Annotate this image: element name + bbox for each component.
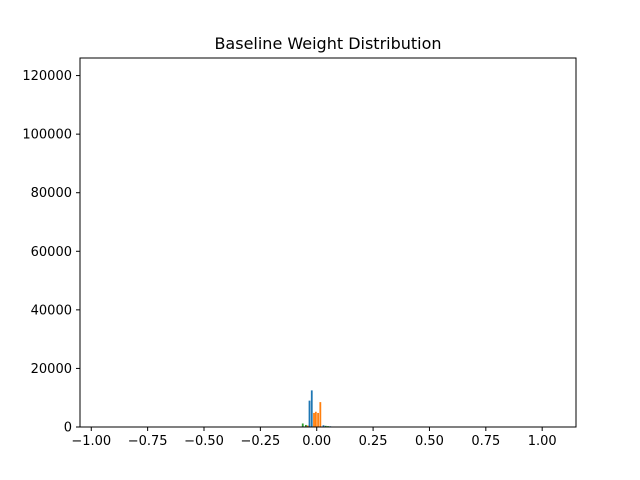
histogram-bar bbox=[324, 425, 327, 427]
x-tick-label: 0.00 bbox=[302, 434, 331, 449]
histogram-bar bbox=[322, 425, 325, 427]
histogram-bar bbox=[301, 423, 304, 427]
histogram-bar bbox=[305, 424, 307, 427]
histogram-bar bbox=[314, 411, 317, 427]
y-tick-label: 100000 bbox=[22, 128, 72, 143]
y-tick-label: 0 bbox=[64, 421, 72, 436]
x-tick-label: 0.75 bbox=[471, 434, 500, 449]
histogram-bar bbox=[319, 402, 322, 427]
bars-group bbox=[301, 390, 332, 427]
histogram-bar bbox=[308, 400, 311, 427]
y-tick-label: 80000 bbox=[31, 186, 72, 201]
x-tick-label: 1.00 bbox=[528, 434, 557, 449]
y-tick-label: 20000 bbox=[31, 362, 72, 377]
histogram-bar bbox=[306, 425, 309, 427]
histogram-bar bbox=[310, 390, 313, 427]
x-tick-label: −0.25 bbox=[240, 434, 280, 449]
chart-title: Baseline Weight Distribution bbox=[214, 34, 441, 53]
histogram-bar bbox=[313, 412, 315, 427]
x-axis: −1.00 −0.75 −0.50 −0.25 0.00 0.25 0.50 0.75 1.00 bbox=[71, 427, 557, 449]
x-tick-label: 0.25 bbox=[359, 434, 388, 449]
x-tick-label: −0.75 bbox=[128, 434, 168, 449]
x-tick-label: −1.00 bbox=[71, 434, 111, 449]
y-axis: 0 20000 40000 60000 80000 100000 120000 bbox=[22, 69, 80, 436]
plot-frame bbox=[79, 57, 577, 428]
y-tick-label: 40000 bbox=[31, 303, 72, 318]
y-tick-label: 120000 bbox=[22, 69, 72, 84]
histogram-bar bbox=[317, 412, 319, 427]
x-tick-label: −0.50 bbox=[184, 434, 224, 449]
y-tick-label: 60000 bbox=[31, 245, 72, 260]
x-tick-label: 0.50 bbox=[415, 434, 444, 449]
